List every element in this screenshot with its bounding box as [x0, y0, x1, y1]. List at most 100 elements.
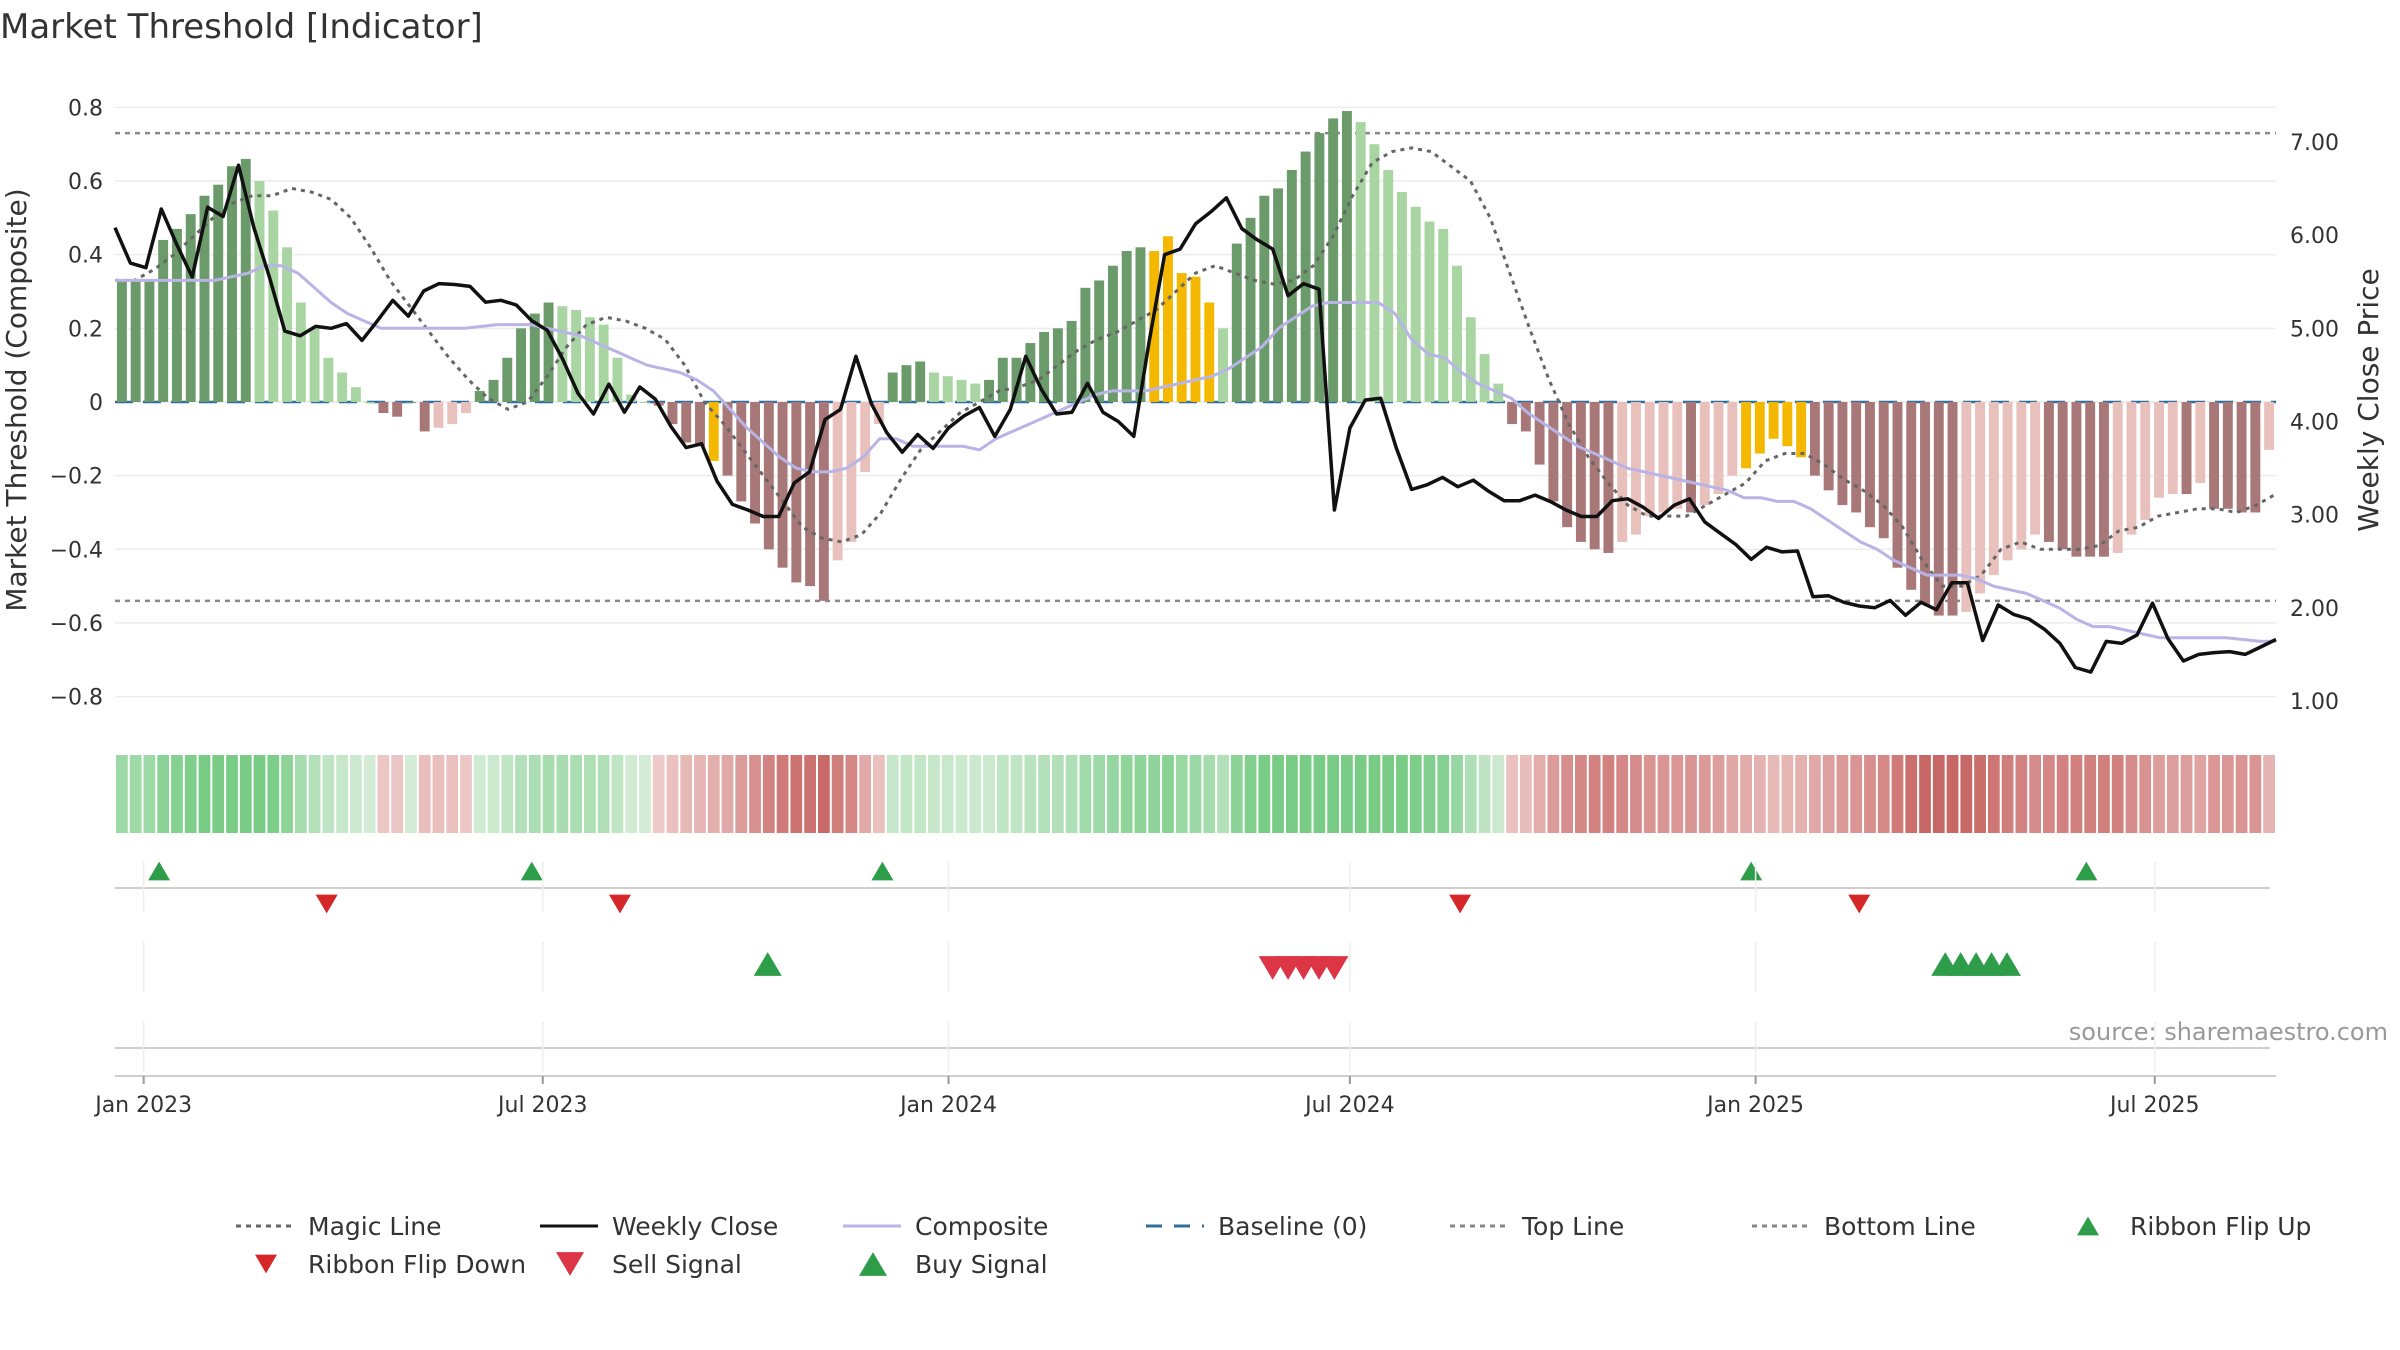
ribbon-cell — [487, 755, 500, 833]
legend-label: Baseline (0) — [1218, 1212, 1367, 1241]
composite-bar — [1864, 401, 1875, 528]
ribbon-cell — [198, 755, 211, 833]
ribbon-cell — [377, 755, 390, 833]
ribbon-cell — [749, 755, 761, 833]
composite-bar — [1273, 188, 1284, 402]
legend-label: Composite — [915, 1212, 1048, 1241]
ribbon-cell — [2029, 755, 2042, 833]
composite-bar — [1878, 401, 1889, 539]
composite-bar — [2181, 401, 2192, 495]
composite-bar — [1782, 401, 1793, 447]
composite-bar — [350, 387, 361, 402]
ribbon-cell — [1712, 755, 1725, 833]
ribbon-cell — [336, 755, 348, 833]
magic-line — [115, 146, 2277, 588]
ribbon-cell — [515, 755, 527, 833]
series-lines — [113, 146, 2277, 674]
ribbon-cell — [1065, 755, 1078, 833]
buy-signal-marker — [1992, 952, 2021, 976]
ribbon-cell — [2263, 755, 2275, 833]
composite-bar — [1603, 401, 1614, 553]
composite-bars — [116, 111, 2275, 616]
ribbon-cell — [1974, 755, 1986, 833]
signal-markers — [115, 861, 2276, 1077]
ribbon-cell — [845, 755, 858, 833]
composite-bar — [1837, 401, 1848, 506]
composite-bar — [2154, 401, 2164, 498]
composite-bar — [1011, 357, 1022, 402]
ribbon-cell — [1506, 755, 1518, 833]
composite-bar — [1245, 217, 1256, 402]
composite-bar — [1286, 169, 1297, 402]
composite-bar — [433, 401, 444, 428]
ribbon-cell — [1341, 755, 1353, 833]
ribbon-cell — [2098, 755, 2110, 833]
composite-bar — [378, 401, 389, 414]
ribbon-cell — [900, 755, 913, 833]
ribbon-cell — [790, 755, 803, 833]
ribbon-cell — [2084, 755, 2097, 833]
composite-bar — [1066, 320, 1077, 402]
composite-bar — [2140, 401, 2151, 520]
legend-item: Magic Line — [236, 1212, 442, 1241]
ribbon-cell — [639, 755, 651, 833]
ribbon-cell — [528, 755, 541, 833]
legend: Magic Line Weekly Close Composite Baseline … — [236, 1212, 2311, 1279]
composite-bar — [1507, 401, 1518, 425]
composite-bar — [2112, 401, 2123, 553]
composite-bar — [1025, 343, 1036, 402]
composite-bar — [1410, 206, 1421, 402]
composite-bar — [1190, 276, 1201, 402]
y-tick-label: −0.8 — [50, 686, 103, 711]
y2-tick-label: 1.00 — [2290, 690, 2339, 715]
ribbon-cell — [1533, 755, 1546, 833]
ribbon-cell — [1643, 755, 1656, 833]
composite-bar — [1644, 401, 1655, 517]
y-axis-label: Market Threshold (Composite) — [0, 188, 33, 611]
composite-bar — [2167, 401, 2178, 495]
y2-tick-label: 5.00 — [2290, 317, 2339, 342]
ribbon-cell — [322, 755, 335, 833]
ribbon-cell — [928, 755, 940, 833]
trend-ribbon — [116, 755, 2275, 833]
composite-bar — [1259, 195, 1270, 402]
composite-bar — [1796, 401, 1807, 458]
ribbon-cell — [1987, 755, 2000, 833]
legend-label: Ribbon Flip Down — [308, 1250, 526, 1279]
y-tick-label: 0.2 — [68, 317, 103, 342]
composite-bar — [681, 401, 692, 443]
ribbon-cell — [1010, 755, 1023, 833]
legend-item: Baseline (0) — [1146, 1212, 1367, 1241]
ribbon-cell — [1313, 755, 1326, 833]
composite-bar — [818, 401, 829, 601]
composite-bar — [419, 401, 430, 432]
ribbon-cell — [1272, 755, 1284, 833]
ribbon-flip-up-marker — [2075, 861, 2098, 881]
composite-bar — [2236, 401, 2247, 513]
ribbon-cell — [184, 755, 197, 833]
composite-bar — [2098, 401, 2109, 557]
ribbon-cell — [1575, 755, 1587, 833]
ribbon-cell — [281, 755, 293, 833]
composite-bar — [1699, 401, 1710, 506]
composite-bar — [777, 401, 788, 568]
ribbon-cell — [1492, 755, 1505, 833]
composite-bar — [2071, 401, 2082, 557]
ribbon-cell — [556, 755, 569, 833]
x-tick-label: Jul 2024 — [1303, 1093, 1395, 1118]
ribbon-cell — [2043, 755, 2055, 833]
ribbon-cell — [501, 755, 514, 833]
composite-bar — [1686, 401, 1696, 513]
ribbon-cell — [2249, 755, 2262, 833]
ribbon-cell — [1946, 755, 1959, 833]
y-tick-label: 0.4 — [68, 244, 103, 269]
ribbon-cell — [1244, 755, 1257, 833]
y2-tick-label: 7.00 — [2290, 131, 2339, 156]
composite-bar — [1754, 401, 1765, 454]
ribbon-cell — [707, 755, 720, 833]
composite-bar — [1658, 401, 1669, 513]
composite-bar — [516, 328, 527, 402]
composite-bar — [750, 401, 760, 524]
composite-bar — [1562, 401, 1573, 528]
legend-item: Ribbon Flip Down — [255, 1250, 526, 1279]
